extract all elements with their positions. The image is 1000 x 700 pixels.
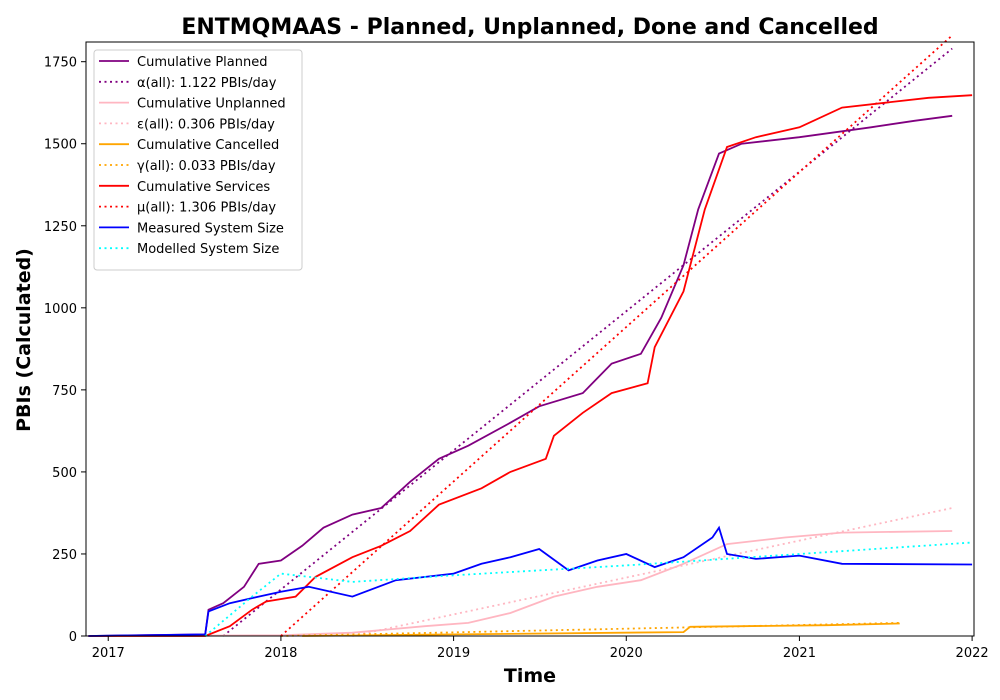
y-tick-label-0: 0 xyxy=(69,630,77,645)
y-tick-label-250: 250 xyxy=(52,548,77,563)
x-tick-label-2022: 2022 xyxy=(956,646,989,661)
legend-label-2: α(all): 1.122 PBIs/day xyxy=(137,76,277,91)
y-tick-label-1250: 1250 xyxy=(44,220,77,235)
chart-title: ENTMQMAAS - Planned, Unplanned, Done and… xyxy=(181,15,878,40)
x-axis: 2017 2018 2019 2020 2021 2022 xyxy=(92,636,989,661)
legend-label-9: Measured System Size xyxy=(137,221,284,236)
x-tick-label-2017: 2017 xyxy=(92,646,125,661)
y-tick-label-1000: 1000 xyxy=(44,302,77,317)
legend: Cumulative Planned α(all): 1.122 PBIs/day… xyxy=(94,50,302,270)
x-axis-title: Time xyxy=(504,665,556,687)
y-tick-label-750: 750 xyxy=(52,384,77,399)
series-line-9 xyxy=(88,528,972,636)
x-tick-label-2021: 2021 xyxy=(783,646,816,661)
legend-label-1: Cumulative Planned xyxy=(137,55,267,70)
series-line-2 xyxy=(223,49,952,636)
y-tick-label-1500: 1500 xyxy=(44,138,77,153)
x-tick-label-2019: 2019 xyxy=(437,646,470,661)
legend-label-5: Cumulative Cancelled xyxy=(137,138,279,153)
legend-label-3: Cumulative Unplanned xyxy=(137,97,286,112)
x-tick-label-2018: 2018 xyxy=(264,646,297,661)
series-line-4 xyxy=(352,508,952,636)
y-axis-title: PBIs (Calculated) xyxy=(13,248,35,432)
y-tick-label-1750: 1750 xyxy=(44,56,77,71)
legend-label-8: μ(all): 1.306 PBIs/day xyxy=(137,201,276,216)
y-axis: 0 250 500 750 1000 1250 1500 1750 xyxy=(44,56,86,645)
legend-label-6: γ(all): 0.033 PBIs/day xyxy=(137,159,276,174)
legend-label-4: ε(all): 0.306 PBIs/day xyxy=(137,117,275,132)
x-tick-label-2020: 2020 xyxy=(610,646,643,661)
y-tick-label-500: 500 xyxy=(52,466,77,481)
series-line-3 xyxy=(88,531,952,636)
legend-label-10: Modelled System Size xyxy=(137,242,279,257)
legend-label-7: Cumulative Services xyxy=(137,180,270,195)
